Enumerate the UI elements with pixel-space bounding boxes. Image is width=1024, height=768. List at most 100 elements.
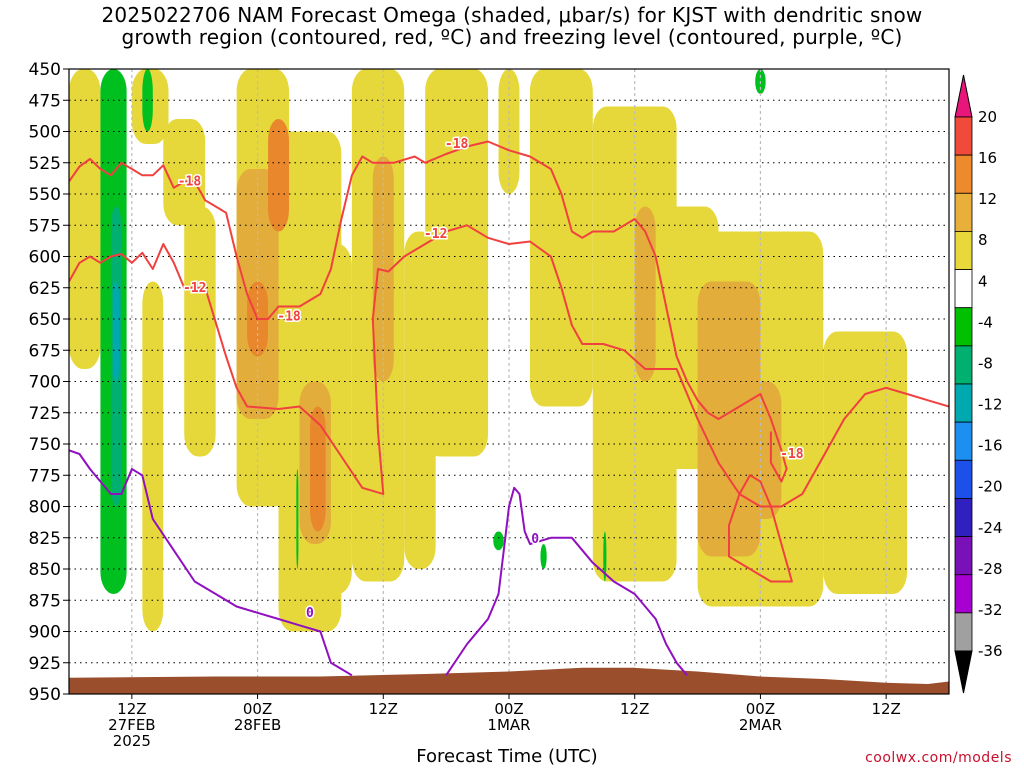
contour-label: -12	[183, 281, 206, 296]
omega-region-12-16	[268, 119, 289, 232]
y-tick-label: 550	[29, 185, 61, 205]
contour-label: -18	[780, 447, 804, 462]
colorbar-band	[954, 421, 973, 461]
y-axis: 450 475 500 525 550 575 600 625 650 675 700 725 750 7…	[29, 60, 69, 705]
y-tick-label: 625	[29, 279, 61, 299]
y-tick-label: 750	[29, 435, 61, 455]
colorbar-band	[954, 498, 973, 537]
contour-labels-layer: -18 -12 -18 -18 -12 -18 0 0	[176, 136, 805, 623]
contour-label: -18	[445, 137, 469, 152]
y-tick-label: 775	[29, 466, 61, 486]
contour-label: -18	[277, 310, 301, 325]
chart-title: 2025022706 NAM Forecast Omega (shaded, μ…	[0, 4, 1024, 48]
omega-region-neg-4_8	[296, 469, 299, 569]
chart-title-line-1: 2025022706 NAM Forecast Omega (shaded, μ…	[101, 3, 923, 27]
x-tick-label: 1MAR	[487, 716, 530, 734]
colorbar-band	[954, 154, 973, 194]
colorbar-band	[954, 383, 973, 423]
colorbar-band	[954, 345, 973, 385]
y-tick-label: 875	[29, 591, 61, 611]
y-tick-label: 950	[29, 685, 61, 705]
y-tick-label: 800	[29, 498, 61, 518]
terrain-band	[69, 667, 949, 694]
colorbar-band	[954, 612, 973, 652]
y-tick-label: 575	[29, 216, 61, 236]
colorbar-band	[954, 192, 973, 232]
colorbar-band	[954, 307, 973, 347]
freezing-level-contour-line	[69, 449, 353, 677]
x-tick-label: 2025	[113, 732, 151, 750]
omega-region-4-8	[529, 69, 593, 407]
contour-label: -18	[178, 175, 202, 190]
colorbar-band	[954, 536, 973, 576]
colorbar-band	[954, 269, 973, 309]
y-tick-label: 700	[29, 373, 61, 393]
y-tick-label: 600	[29, 248, 61, 268]
colorbar-label: 12	[978, 190, 997, 208]
dendritic-contour-line	[69, 224, 949, 508]
x-tick-label: 12Z	[117, 700, 146, 718]
colorbar-label: -24	[978, 519, 1003, 537]
y-tick-label: 525	[29, 154, 61, 174]
omega-region-neg-4_8	[603, 531, 607, 582]
x-tick-label: 2MAR	[739, 716, 782, 734]
x-tick-label: 12Z	[620, 700, 649, 718]
y-tick-label: 925	[29, 654, 61, 674]
omega-region-4-8	[184, 206, 216, 457]
omega-region-4-8	[425, 69, 489, 457]
colorbar-label: -36	[978, 642, 1003, 660]
omega-region-4-8	[163, 119, 206, 226]
credit-label: coolwx.com/models	[865, 750, 1012, 766]
omega-region-neg-4_8	[540, 544, 547, 569]
colorbar-band	[954, 116, 973, 156]
colorbar-label: -4	[978, 313, 993, 331]
contour-label: 0	[306, 606, 314, 621]
omega-region-4-8	[823, 331, 908, 594]
y-tick-label: 825	[29, 529, 61, 549]
y-tick-label: 725	[29, 404, 61, 424]
y-tick-label: 500	[29, 123, 61, 143]
omega-region-neg-4_8	[493, 531, 504, 551]
chart-title-line-2: growth region (contoured, red, ºC) and f…	[121, 25, 903, 49]
omega-region-neg-12_16	[113, 281, 120, 382]
colorbar-label: 8	[978, 231, 988, 249]
x-tick-label: 00Z	[243, 700, 272, 718]
colorbar-label: -12	[978, 396, 1003, 414]
grid-layer	[69, 69, 949, 694]
colorbar-band	[954, 459, 973, 499]
colorbar-label: -32	[978, 601, 1003, 619]
y-tick-label: 650	[29, 310, 61, 330]
colorbar-label: 16	[978, 149, 997, 167]
colorbar-label: -8	[978, 354, 993, 372]
colorbar-band	[954, 574, 973, 614]
x-axis-title: Forecast Time (UTC)	[416, 746, 598, 767]
x-tick-label: 00Z	[746, 700, 775, 718]
y-tick-label: 450	[29, 60, 61, 80]
x-tick-label: 12Z	[871, 700, 900, 718]
colorbar-label: 4	[978, 272, 988, 290]
colorbar-band	[954, 231, 973, 270]
contour-label: -12	[424, 227, 447, 242]
dendritic-contour-line	[69, 140, 788, 483]
x-tick-label: 00Z	[494, 700, 523, 718]
colorbar-label: -16	[978, 437, 1003, 455]
x-tick-label: 12Z	[369, 700, 398, 718]
contour-layer	[69, 140, 949, 677]
omega-region-neg-4_8	[142, 69, 153, 132]
colorbar-label: -20	[978, 478, 1003, 496]
dendritic-contour-line	[728, 474, 793, 583]
y-tick-label: 850	[29, 560, 61, 580]
colorbar: 20 16 12 8 4 -4 -8 -12 -16 -20 -24 -28 -32 -36	[954, 74, 1003, 694]
omega-region-8-12	[634, 206, 656, 382]
omega-region-8-12	[739, 381, 782, 519]
omega-region-4-8	[142, 281, 164, 632]
colorbar-label: 20	[978, 108, 997, 126]
y-tick-label: 900	[29, 623, 61, 643]
colorbar-bottom-triangle	[954, 650, 973, 694]
freezing-level-contour-line	[445, 486, 688, 676]
terrain-layer	[69, 667, 949, 694]
y-tick-label: 475	[29, 91, 61, 111]
colorbar-label: -28	[978, 560, 1003, 578]
